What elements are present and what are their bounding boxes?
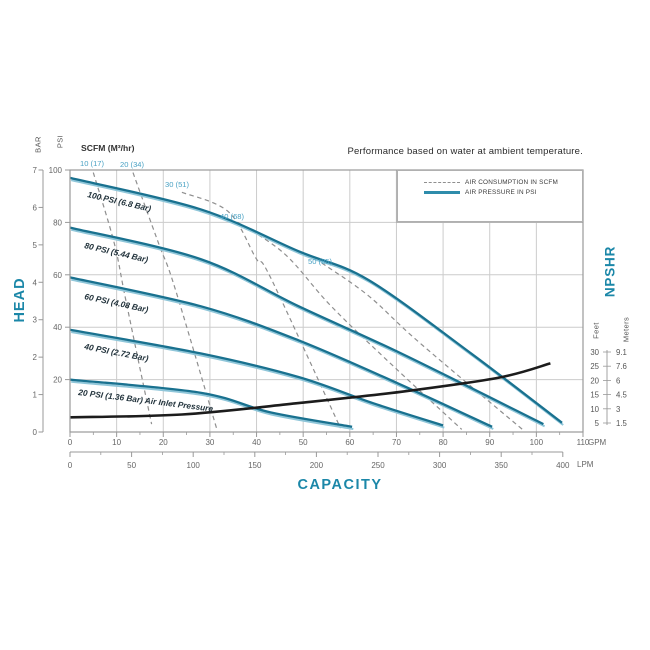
npshr-meters-value: 4.5: [616, 391, 628, 400]
air-consumption-line-10-scfm: [92, 172, 153, 425]
air-pressure-curve-80-psi: [69, 226, 544, 426]
bar-tick-label: 2: [33, 353, 38, 362]
head-axis-title: HEAD: [12, 277, 28, 323]
bar-tick-label: 5: [33, 241, 38, 250]
dashed-line-sample: [424, 181, 460, 183]
bar-tick-label: 4: [33, 278, 38, 287]
gpm-tick-label: 60: [345, 438, 354, 447]
psi-tick-label: 80: [53, 218, 62, 227]
gpm-tick-label: 110: [577, 438, 590, 447]
scfm-line-label-40: 40 (68): [220, 212, 245, 221]
npshr-curve: [69, 362, 551, 419]
bar-axis: [38, 169, 44, 433]
air-pressure-curve-100-psi: [69, 176, 563, 424]
gpm-tick-label: 30: [205, 438, 214, 447]
air-pressure-curve-20-psi: [69, 378, 353, 428]
scfm-line-label-30: 30 (51): [165, 180, 190, 189]
npshr-meters-value: 6: [616, 376, 620, 385]
scfm-line-label-10: 10 (17): [80, 159, 105, 168]
legend-label: AIR PRESSURE IN PSI: [465, 188, 537, 196]
lpm-tick-label: 300: [433, 461, 447, 470]
scfm-line-label-50: 50 (85): [308, 257, 333, 266]
curve-label-100-psi: 100 PSI (6.8 Bar): [87, 189, 153, 213]
npshr-feet-value: 5: [595, 419, 600, 428]
lpm-tick-label: 0: [68, 461, 73, 470]
air-pressure-curve-60-psi: [69, 276, 493, 428]
bar-tick-label: 3: [33, 316, 38, 325]
lpm-unit-label: LPM: [577, 460, 594, 469]
npshr-feet-value: 15: [590, 391, 599, 400]
psi-tick-label: 60: [53, 271, 62, 280]
gpm-tick-label: 20: [159, 438, 168, 447]
legend-label: AIR CONSUMPTION IN SCFM: [465, 178, 559, 186]
npshr-scale: 30 9.1 25 7.6 20 6 15 4.5 10 3 5 1.5: [590, 348, 627, 428]
npshr-meters-value: 3: [616, 405, 620, 414]
air-pressure-curve-40-psi-highlight: [71, 331, 445, 429]
air-consumption-line-30-scfm: [181, 191, 342, 429]
air-consumption-line-20-scfm: [132, 172, 218, 430]
feet-column-header: Feet: [591, 322, 601, 339]
meters-column-header: Meters: [621, 316, 631, 343]
gpm-tick-label: 90: [485, 438, 494, 447]
gpm-tick-label: 50: [299, 438, 308, 447]
psi-tick-label: 40: [53, 323, 62, 332]
psi-tick-label: 20: [53, 376, 62, 385]
lpm-tick-label: 150: [248, 461, 262, 470]
capacity-axis-title: CAPACITY: [297, 477, 383, 493]
npshr-feet-value: 30: [590, 348, 599, 357]
solid-line-sample: [424, 190, 460, 194]
gpm-tick-label: 10: [112, 438, 121, 447]
gpm-tick-label: 100: [530, 438, 544, 447]
air-consumption-line-50-scfm: [321, 262, 523, 430]
lpm-tick-label: 250: [371, 461, 385, 470]
npshr-meters-value: 7.6: [616, 362, 627, 371]
lpm-tick-label: 200: [310, 461, 324, 470]
npshr-meters-value: 9.1: [616, 348, 627, 357]
bar-tick-label: 1: [33, 391, 38, 400]
npshr-meters-value: 1.5: [616, 419, 628, 428]
gpm-tick-label: 40: [252, 438, 261, 447]
scfm-header: SCFM (M³/hr): [81, 143, 135, 153]
chart-title: Performance based on water at ambient te…: [347, 146, 583, 157]
gpm-tick-label: 0: [68, 438, 73, 447]
legend-item-air-consumption: AIR CONSUMPTION IN SCFM: [424, 177, 582, 187]
air-pressure-curve-60-psi-highlight: [70, 278, 494, 430]
psi-unit-label: PSI: [55, 134, 65, 149]
npshr-feet-value: 10: [590, 405, 599, 414]
npshr-axis-title: NPSHR: [602, 245, 618, 298]
legend-item-air-pressure: AIR PRESSURE IN PSI: [424, 187, 582, 197]
air-consumption-line-40-scfm: [237, 221, 463, 430]
chart-legend: AIR CONSUMPTION IN SCFM AIR PRESSURE IN …: [397, 170, 583, 222]
bar-tick-label: 0: [33, 428, 38, 437]
bar-tick-label: 7: [33, 166, 38, 175]
bar-tick-label: 6: [33, 203, 38, 212]
air-pressure-curve-20-psi-highlight: [71, 380, 354, 430]
npshr-feet-value: 20: [590, 376, 599, 385]
gpm-unit-label: GPM: [588, 438, 607, 447]
lpm-tick-label: 400: [556, 461, 570, 470]
gpm-tick-label: 80: [439, 438, 448, 447]
scfm-line-label-20: 20 (34): [120, 160, 145, 169]
lpm-tick-label: 50: [127, 461, 136, 470]
air-pressure-curve-40-psi: [69, 328, 444, 427]
lpm-tick-label: 100: [187, 461, 201, 470]
npshr-feet-value: 25: [590, 362, 599, 371]
gpm-tick-label: 70: [392, 438, 401, 447]
lpm-tick-label: 350: [495, 461, 509, 470]
psi-tick-label: 100: [49, 166, 63, 175]
bar-unit-label: BAR: [33, 136, 43, 153]
